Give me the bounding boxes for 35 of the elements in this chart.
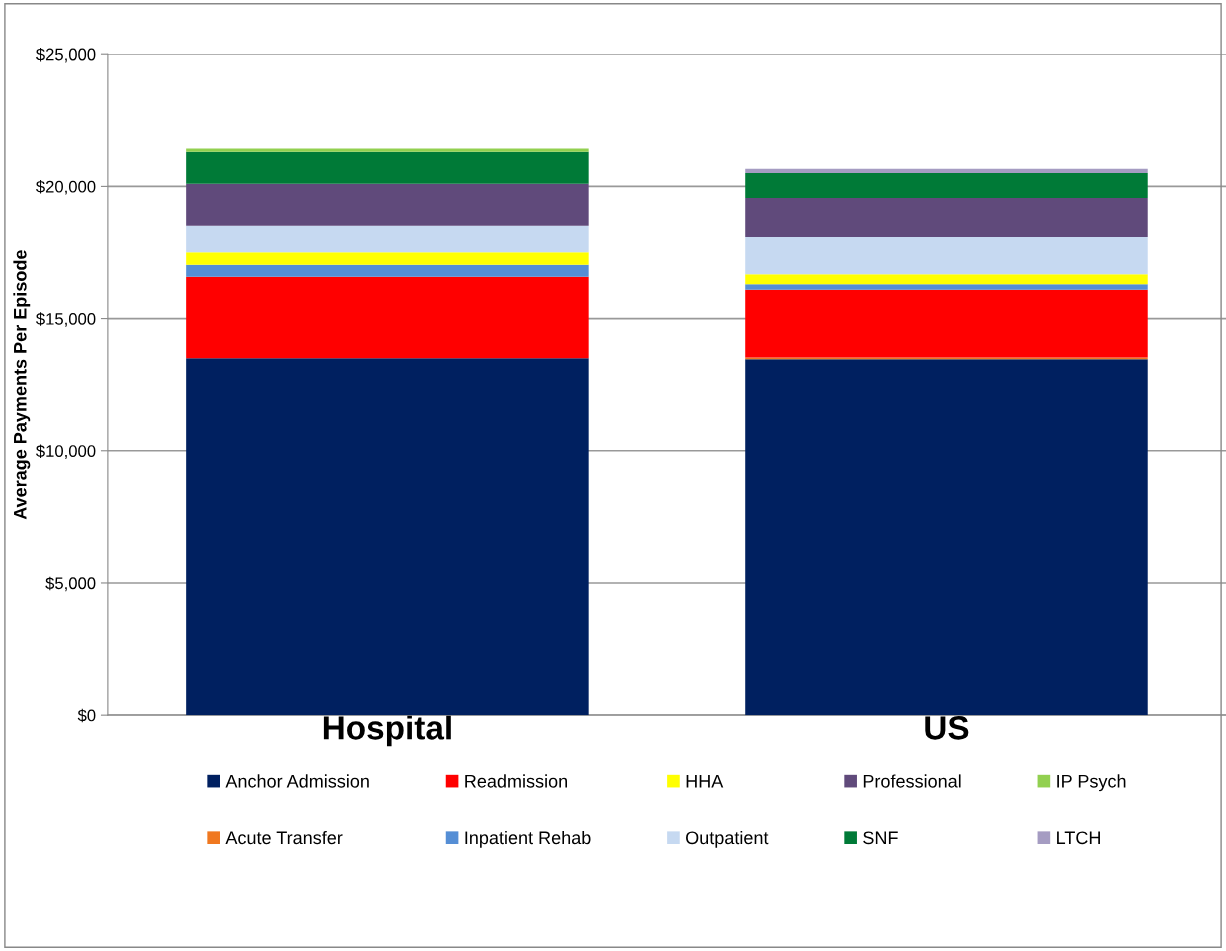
legend-label: Anchor Admission: [225, 774, 369, 788]
x-tick-label: US: [925, 716, 969, 740]
legend-label: SNF: [863, 831, 898, 845]
legend-label: Outpatient: [686, 830, 769, 848]
bar: [186, 264, 589, 277]
legend-label: Readmission: [465, 774, 567, 788]
legend-label: IP Psych: [1057, 774, 1126, 792]
legend-label: HHA: [686, 775, 724, 788]
y-tick-label: $15,000: [36, 312, 96, 327]
legend-label: Inpatient Rehab: [465, 830, 591, 848]
bar: [186, 225, 589, 253]
bar: [745, 289, 1148, 358]
legend-label: Acute Transfer: [225, 830, 343, 845]
bar: [745, 198, 1148, 237]
y-tick-label: $10,000: [36, 444, 96, 459]
bar: [745, 274, 1148, 285]
bar: [186, 276, 589, 359]
y-tick-label: $5,000: [45, 576, 96, 592]
legend-label: Professional: [863, 774, 961, 788]
bar: [745, 172, 1148, 199]
y-axis-title: Average Payments Per Episode: [13, 250, 31, 520]
bar: [186, 183, 589, 226]
legend-label: LTCH: [1057, 831, 1100, 845]
y-tick-label: $20,000: [36, 180, 96, 195]
y-tick-label: $25,000: [36, 47, 96, 63]
bar: [186, 252, 589, 265]
bar: [745, 168, 1148, 173]
bar: [745, 284, 1148, 290]
y-tick-label: $0: [77, 708, 96, 723]
bar: [745, 359, 1148, 716]
bar: [186, 148, 589, 152]
bar: [186, 358, 589, 716]
x-tick-label: Hospital: [323, 715, 451, 747]
bar: [745, 236, 1148, 275]
bar: [186, 151, 589, 184]
